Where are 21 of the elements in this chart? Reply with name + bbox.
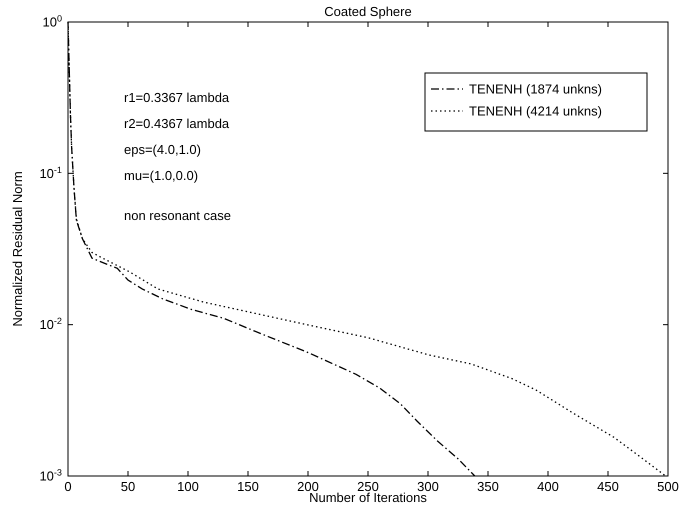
x-tick-label: 50 xyxy=(120,479,136,494)
x-tick-label: 400 xyxy=(537,479,559,494)
annotation: r2=0.4367 lambda xyxy=(124,116,230,131)
x-tick-label: 100 xyxy=(177,479,199,494)
chart-title: Coated Sphere xyxy=(324,4,412,19)
annotation: non resonant case xyxy=(124,208,231,223)
x-tick-label: 450 xyxy=(597,479,619,494)
x-tick-label: 0 xyxy=(64,479,72,494)
x-tick-label: 150 xyxy=(237,479,259,494)
annotation: r1=0.3367 lambda xyxy=(124,90,230,105)
annotation: mu=(1.0,0.0) xyxy=(124,168,198,183)
y-axis-title: Normalized Residual Norm xyxy=(10,171,25,327)
legend-label: TENENH (1874 unkns) xyxy=(469,82,602,97)
x-tick-label: 500 xyxy=(657,479,679,494)
y-tick-label: 10$^{-1}$ xyxy=(39,164,62,181)
y-tick-label: 10$^{0}$ xyxy=(42,14,62,30)
x-tick-label: 350 xyxy=(477,479,499,494)
annotation: eps=(4.0,1.0) xyxy=(124,142,201,157)
legend-label: TENENH (4214 unkns) xyxy=(469,104,602,119)
y-tick-label: 10$^{-2}$ xyxy=(39,316,62,332)
y-tick-label: 10$^{-3}$ xyxy=(39,468,62,484)
